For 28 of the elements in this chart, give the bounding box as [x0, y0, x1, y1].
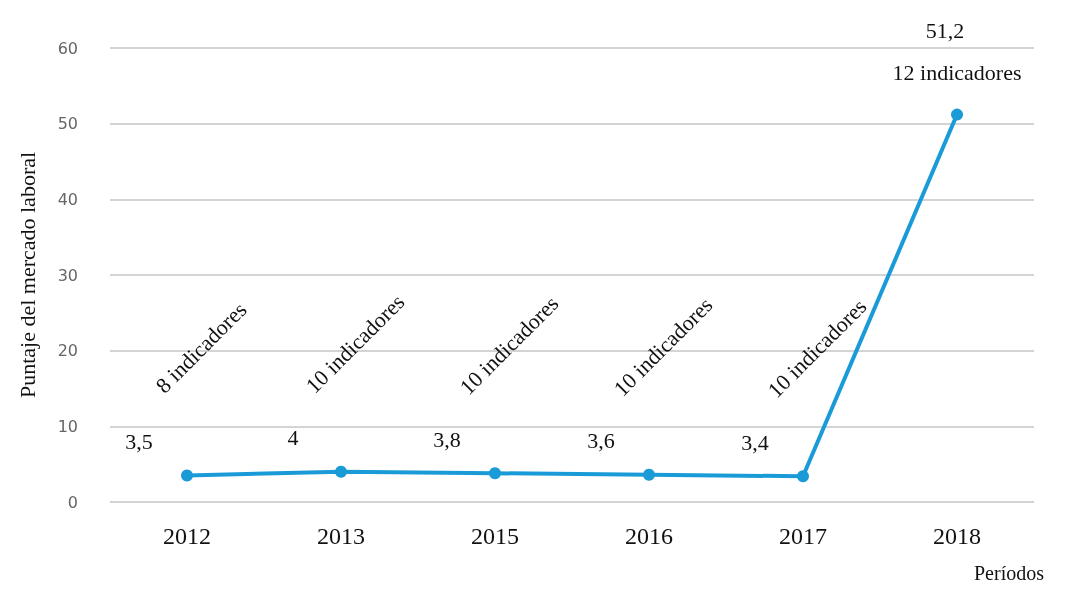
- x-tick-label: 2018: [933, 523, 981, 549]
- y-tick-label: 50: [57, 114, 78, 134]
- point: [489, 467, 501, 480]
- data-label: 51,2: [925, 18, 965, 44]
- x-tick-label: 2015: [471, 523, 519, 549]
- point: [335, 465, 347, 478]
- y-tick-label: 10: [57, 416, 78, 436]
- x-tick-label: 2013: [317, 523, 365, 549]
- x-tick-label: 2016: [625, 523, 673, 549]
- x-axis-title: Períodos: [974, 562, 1045, 584]
- data-label: 3,8: [433, 426, 461, 452]
- y-tick-label: 0: [67, 492, 78, 512]
- data-label: 3,6: [587, 428, 615, 454]
- point: [643, 468, 655, 481]
- y-tick-label: 40: [57, 189, 78, 209]
- x-tick-label: 2017: [779, 523, 827, 549]
- y-tick-label: 60: [57, 38, 78, 58]
- data-label: 3,5: [125, 429, 153, 455]
- x-tick-label: 2012: [163, 523, 211, 549]
- y-tick-label: 30: [57, 265, 78, 285]
- y-tick-label: 20: [57, 341, 78, 361]
- point: [951, 108, 963, 121]
- data-label: 3,4: [741, 429, 769, 455]
- annotation: 12 indicadores: [892, 60, 1022, 86]
- data-label: 4: [287, 425, 299, 451]
- y-axis-title: Puntaje del mercado laboral: [14, 151, 40, 399]
- point: [181, 469, 193, 482]
- point: [797, 470, 809, 483]
